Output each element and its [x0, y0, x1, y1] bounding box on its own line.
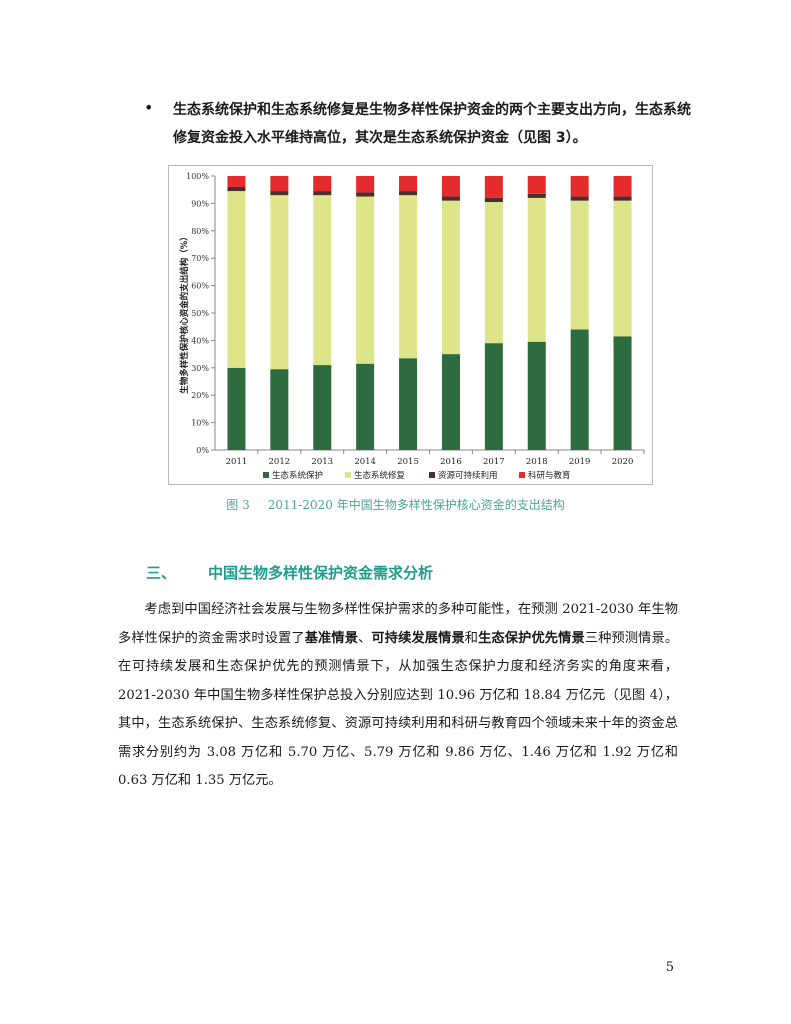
scenario-sustainable: 可持续发展情景 [371, 630, 465, 646]
y-tick-label: 0% [196, 446, 209, 455]
bar-segment [570, 176, 589, 197]
legend-label: 生态系统保护 [272, 470, 323, 481]
bar-segment [313, 176, 332, 192]
bar-segment [356, 192, 375, 197]
legend-swatch [519, 472, 525, 478]
bar-segment [441, 196, 460, 201]
bar-segment [484, 197, 503, 203]
bar-segment [527, 176, 546, 194]
bar-segment [313, 195, 332, 366]
bar-segment [613, 196, 632, 201]
legend-swatch [263, 472, 269, 478]
x-tick-label: 2014 [354, 457, 376, 467]
section-number: 三、 [146, 564, 177, 582]
y-tick-label: 60% [191, 282, 209, 291]
figure-title: 2011-2020 年中国生物多样性保护核心资金的支出结构 [267, 498, 565, 512]
bar-segment [270, 176, 289, 192]
bar-segment [484, 176, 503, 198]
bullet-symbol: • [144, 98, 154, 117]
bar-segment [570, 329, 589, 450]
paragraph-sep2: 和 [464, 630, 479, 646]
bar-segment [270, 195, 289, 370]
y-tick-label: 40% [191, 336, 209, 345]
page-number: 5 [665, 960, 674, 975]
bar-segment [399, 176, 418, 192]
x-tick-label: 2013 [311, 457, 333, 467]
bar-segment [613, 200, 632, 337]
paragraph-sep1: 、 [358, 630, 372, 646]
scenario-baseline: 基准情景 [304, 630, 359, 646]
bar-segment [399, 358, 418, 450]
bar-segment [613, 176, 632, 197]
y-tick-label: 20% [191, 391, 209, 400]
bar-segment [570, 196, 589, 201]
x-tick-label: 2011 [226, 457, 248, 467]
x-tick-label: 2020 [612, 457, 634, 467]
body-paragraph: 考虑到中国经济社会发展与生物多样性保护需求的多种可能性，在预测 2021-203… [118, 596, 678, 796]
bar-segment [527, 193, 546, 198]
bar-segment [527, 341, 546, 450]
chart-svg: 0% 10% 20% 30% 40% 50% 60% 70% 80% 90% 100% 生物多样性保护… [168, 165, 653, 485]
legend-label: 生态系统修复 [354, 470, 406, 481]
x-tick-label: 2012 [269, 457, 291, 467]
bar-segment [227, 367, 246, 450]
x-tick-label: 2019 [569, 457, 591, 467]
bar-segment [613, 336, 632, 450]
bar-segment [484, 202, 503, 344]
y-axis-label: 生物多样性保护核心资金的支出结构（%） [179, 232, 190, 394]
bar-segment [227, 176, 246, 187]
paragraph-part2: 三种预测情景。在可持续发展和生态保护优先的预测情景下，从加强生态保护力度和经济务… [118, 630, 679, 789]
y-tick-label: 70% [191, 254, 209, 263]
bar-segment [570, 200, 589, 330]
bar-segment [227, 191, 246, 368]
figure-caption: 图 3 2011-2020 年中国生物多样性保护核心资金的支出结构 [0, 496, 791, 513]
x-tick-label: 2018 [526, 457, 548, 467]
bar-segment [441, 200, 460, 355]
legend-swatch [345, 472, 351, 478]
paragraph-part1: 考虑到中国经济社会发展与生物多样性保护需求的多种可能性，在预测 2021-203… [118, 602, 678, 646]
x-tick-label: 2016 [440, 457, 462, 467]
section-title: 中国生物多样性保护资金需求分析 [208, 564, 434, 582]
y-tick-label: 90% [191, 199, 209, 208]
bullet-text: 生态系统保护和生态系统修复是生物多样性保护资金的两个主要支出方向，生态系统修复资… [173, 102, 691, 146]
bar-segment [441, 354, 460, 450]
figure-number: 图 3 [226, 498, 250, 512]
x-tick-label: 2017 [483, 457, 505, 467]
bar-segment [399, 195, 418, 359]
bar-segment [313, 365, 332, 450]
bar-segment [356, 363, 375, 450]
bar-segment [270, 369, 289, 450]
bar-segment [484, 343, 503, 450]
x-tick-label: 2015 [397, 457, 419, 467]
legend-swatch [429, 472, 435, 478]
y-tick-label: 30% [191, 364, 209, 373]
y-tick-label: 100% [186, 172, 209, 181]
chart-frame [168, 165, 653, 485]
bar-segment [356, 196, 375, 364]
bar-segment [227, 186, 246, 192]
legend-label: 科研与教育 [528, 470, 571, 481]
y-tick-label: 80% [191, 227, 209, 236]
section-heading: 三、 中国生物多样性保护资金需求分析 [146, 562, 433, 583]
bar-segment [270, 191, 289, 196]
y-tick-label: 10% [191, 419, 209, 428]
legend-label: 资源可持续利用 [438, 470, 498, 481]
bar-segment [399, 191, 418, 196]
bar-segment [313, 191, 332, 196]
bar-segment [441, 176, 460, 197]
bar-segment [527, 197, 546, 342]
scenario-eco-priority: 生态保护优先情景 [478, 630, 585, 646]
stacked-bar-chart: 0% 10% 20% 30% 40% 50% 60% 70% 80% 90% 100% 生物多样性保护… [168, 165, 653, 485]
bar-segment [356, 176, 375, 193]
y-tick-label: 50% [191, 309, 209, 318]
